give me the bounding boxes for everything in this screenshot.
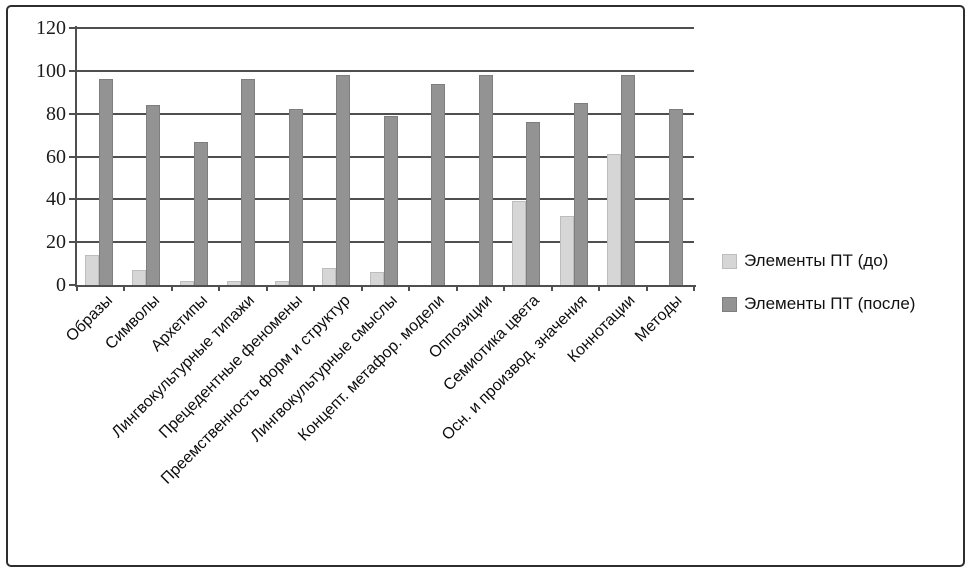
- bar-after: [383, 115, 398, 285]
- x-tick-mark: [693, 286, 695, 291]
- bar-after: [621, 75, 636, 285]
- x-tick-mark: [265, 286, 268, 291]
- bar-after: [193, 141, 208, 285]
- y-tick-mark: [69, 284, 76, 286]
- plot-area: [77, 27, 694, 285]
- bar-before: [512, 201, 527, 285]
- bar-before: [227, 280, 242, 285]
- y-tick-mark: [69, 198, 76, 201]
- y-tick-label: 0: [56, 274, 66, 296]
- legend-label-before: Элементы ПТ (до): [744, 251, 889, 270]
- gridline: [77, 27, 694, 29]
- legend-swatch-before-icon: [722, 253, 737, 269]
- y-tick-mark: [69, 155, 76, 158]
- bar-after: [573, 102, 588, 285]
- bar-before: [85, 255, 99, 285]
- gridline: [77, 69, 694, 72]
- y-tick-mark: [69, 241, 76, 244]
- y-tick-label: 40: [46, 188, 66, 211]
- y-tick-mark: [69, 69, 76, 72]
- bar-after: [336, 75, 351, 285]
- bar-after: [146, 105, 161, 285]
- x-tick-mark: [550, 286, 553, 291]
- bar-after: [99, 79, 113, 285]
- bar-before: [274, 280, 289, 285]
- bar-before: [559, 216, 574, 285]
- bar-after: [668, 109, 683, 285]
- gridline: [77, 112, 694, 115]
- bar-before: [607, 154, 622, 285]
- x-tick-mark: [313, 286, 316, 291]
- y-axis-line: [75, 26, 77, 287]
- x-tick-mark: [76, 286, 78, 291]
- legend-label-after: Элементы ПТ (после): [744, 294, 916, 313]
- x-tick-mark: [598, 286, 601, 291]
- bar-after: [526, 122, 541, 285]
- bar-before: [322, 267, 337, 285]
- bar-after: [478, 75, 493, 285]
- x-tick-mark: [645, 286, 648, 291]
- y-tick-label: 120: [36, 17, 66, 39]
- y-tick-label: 80: [46, 102, 66, 125]
- x-tick-mark: [218, 286, 221, 291]
- bar-after: [431, 83, 446, 285]
- legend-swatch-after-icon: [722, 296, 737, 312]
- x-tick-mark: [408, 286, 411, 291]
- bar-after: [241, 79, 256, 285]
- y-tick-label: 20: [46, 231, 66, 254]
- legend-item-after: Элементы ПТ (после): [722, 294, 915, 314]
- y-tick-mark: [69, 27, 76, 29]
- x-tick-mark: [123, 286, 126, 291]
- legend-item-before: Элементы ПТ (до): [722, 251, 888, 271]
- x-category-label: Методы: [632, 292, 686, 346]
- bar-before: [179, 280, 194, 285]
- x-tick-mark: [360, 286, 363, 291]
- bar-after: [288, 109, 303, 285]
- x-tick-mark: [455, 286, 458, 291]
- x-tick-mark: [170, 286, 173, 291]
- x-tick-mark: [503, 286, 506, 291]
- x-axis-line: [75, 285, 696, 287]
- y-tick-label: 100: [36, 59, 66, 82]
- bar-before: [132, 270, 147, 285]
- y-tick-mark: [69, 112, 76, 115]
- y-tick-label: 60: [46, 145, 66, 168]
- bar-before: [369, 272, 384, 285]
